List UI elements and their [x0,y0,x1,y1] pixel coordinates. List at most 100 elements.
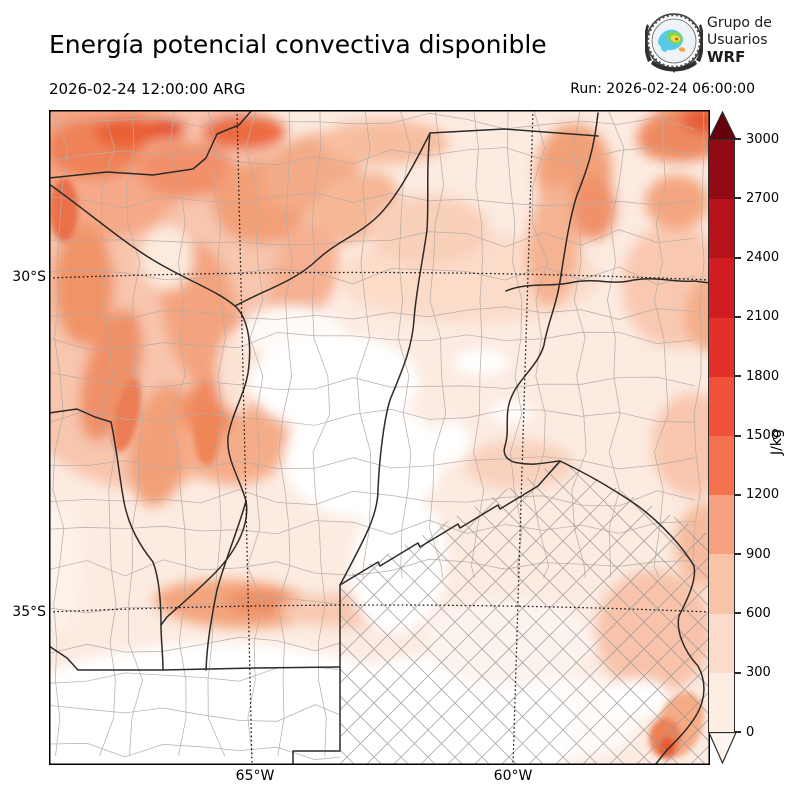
province-boundary [205,500,247,671]
boundary-line [340,460,710,765]
boundary-line [49,558,696,577]
logo-line-3: WRF [707,48,746,66]
boundary-line [340,460,644,765]
colorbar-tick-label: 2400 [746,250,780,266]
colorbar-segment [709,140,734,200]
province-boundary [503,112,599,465]
cape-map [49,110,710,765]
province-boundary [505,278,710,292]
colorbar-tick-label: 2700 [746,190,780,206]
page-title: Energía potencial convectiva disponible [49,30,547,59]
valid-time-label: 2026-02-24 12:00:00 ARG [49,80,246,98]
lat-label-30s: 30°S [12,269,46,285]
boundary-line [563,460,710,765]
province-boundary [559,460,705,765]
boundary-line [277,110,293,757]
province-boundary [77,666,341,671]
graticule [49,110,710,765]
colorbar-tick [735,434,741,437]
boundary-line [49,112,696,130]
boundary-line [340,460,710,765]
boundary-line [374,460,710,765]
province-boundary [339,132,431,586]
boundary-line [401,460,710,765]
lat-label-35s: 35°S [12,604,46,620]
colorbar-over-arrow [708,111,737,140]
boundary-line [340,460,710,765]
colorbar-tick-label: 2100 [746,309,780,325]
colorbar-tick [735,197,741,200]
boundary-line [207,110,226,757]
boundary-line [49,331,696,350]
province-boundaries [49,110,710,765]
colorbar-tick-label: 1500 [746,428,780,443]
colorbar-tick-label: 600 [746,605,771,621]
boundary-line [50,110,69,757]
logo-globe-icon [645,13,703,73]
colorbar-tick-label: 1800 [746,368,780,384]
boundary-line [340,460,698,765]
boundary-line [49,192,696,209]
colorbar-segment [709,376,734,437]
colorbar-tick [735,612,741,615]
boundary-line [590,460,710,765]
boundary-line [311,110,331,757]
colorbar-tick-label: 1200 [746,487,780,503]
colorbar-tick-label: 900 [746,546,771,562]
lon-label-60w: 60°W [493,768,533,784]
boundary-line [340,460,536,765]
colorbar-tick [735,671,741,674]
logo-line-2: Usuarios [707,32,768,48]
map-canvas [49,110,710,765]
colorbar-tick [735,315,741,318]
colorbar [708,139,735,733]
boundary-line [49,519,696,535]
province-boundary [429,128,599,137]
boundary-line [428,460,710,765]
colorbar-segment [709,613,734,673]
logo-text: Grupo de Usuarios WRF [707,15,772,66]
partido-boundaries [340,460,710,765]
colorbar-tick [735,493,741,496]
boundary-line [340,460,563,765]
boundary-line [347,460,710,765]
boundary-line [455,460,710,765]
colorbar-segment [709,495,734,555]
boundary-line [49,229,696,248]
colorbar-segment [709,199,734,259]
logo-line-1: Grupo de [707,15,772,31]
graticule-60w [512,110,534,765]
boundary-line [340,460,710,765]
boundary-line [340,460,710,765]
province-boundary [49,183,251,626]
colorbar-tick [735,553,741,556]
colorbar-tick-label: 0 [746,724,755,740]
colorbar-segment [709,436,734,496]
cape-field [49,110,710,765]
boundary-line [340,460,617,765]
colorbar-tick [735,731,741,733]
colorbar-segment [709,258,734,318]
colorbar-tick [735,256,741,259]
province-boundary [234,132,431,307]
boundary-line [340,460,671,765]
boundary-line [49,372,696,390]
province-boundary [49,408,162,626]
boundary-line [49,456,696,470]
boundary-line [340,460,710,765]
boundary-line [340,460,710,765]
boundary-line [99,110,117,757]
lon-label-65w: 65°W [235,768,275,784]
boundary-line [509,460,710,765]
boundary-line [49,408,696,426]
province-boundary [49,645,79,671]
colorbar-tick-label: 3000 [746,131,780,147]
colorbar-segment [709,672,734,733]
boundary-line [340,460,509,765]
wrf-logo: Grupo de Usuarios WRF [645,12,795,74]
boundary-line [49,266,696,285]
boundary-line [536,460,710,765]
boundary-line [49,489,696,507]
colorbar-tick [735,138,741,140]
